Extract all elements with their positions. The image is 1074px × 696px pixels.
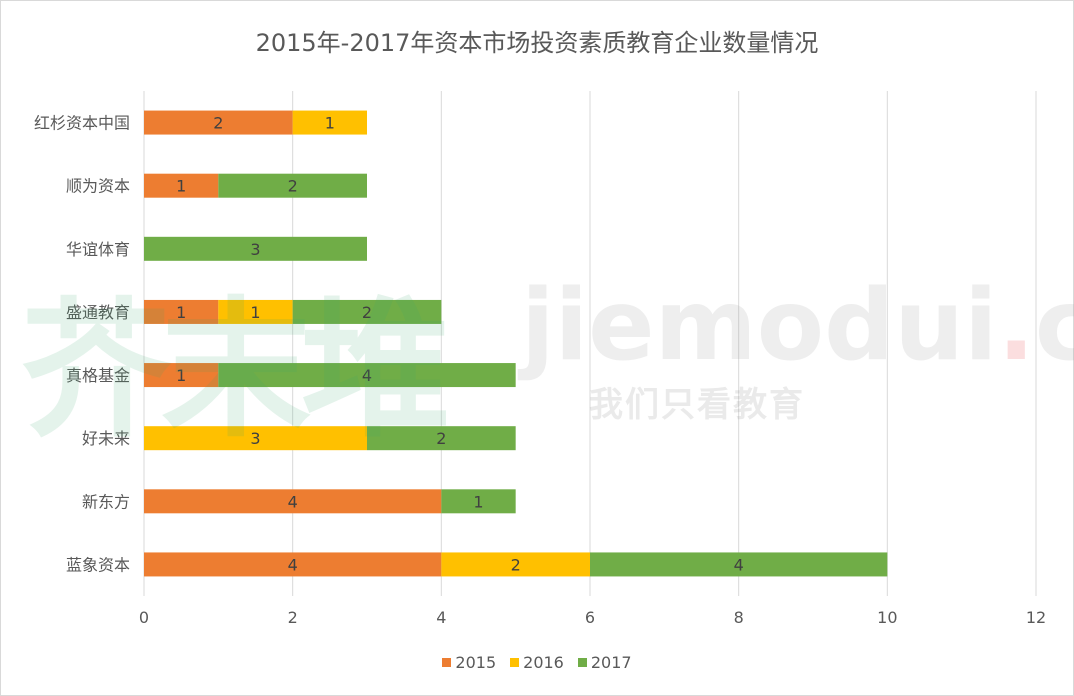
data-label-0-1: 1 [325,114,335,133]
bar-0-1 [292,110,367,135]
category-label-3: 盛通教育 [66,303,130,322]
x-tick-label-5: 10 [877,608,897,627]
category-label-5: 好未来 [82,429,130,448]
x-tick-label-3: 6 [585,608,595,627]
data-label-3-1: 1 [250,303,260,322]
bar-3-2 [292,299,442,324]
data-label-2-2: 3 [250,240,260,259]
x-tick-label-6: 12 [1026,608,1046,627]
category-label-2: 华谊体育 [66,240,130,259]
data-label-7-2: 4 [734,555,744,574]
legend-item-1: 2016 [510,653,564,672]
bar-2-2 [144,236,367,261]
legend-swatch-2 [577,658,587,667]
x-tick-label-2: 4 [436,608,446,627]
data-label-4-2: 4 [362,366,372,385]
legend-label-2: 2017 [590,653,632,672]
category-label-4: 真格基金 [66,366,130,385]
legend-item-0: 2015 [442,653,496,672]
data-label-6-0: 4 [288,492,298,511]
bar-1-2 [218,173,367,198]
category-label-7: 蓝象资本 [66,555,130,574]
category-label-1: 顺为资本 [66,177,130,196]
legend-label-0: 2015 [455,653,497,672]
data-label-1-2: 2 [288,177,298,196]
data-label-3-2: 2 [362,303,372,322]
x-tick-label-0: 0 [139,608,149,627]
data-label-3-0: 1 [176,303,186,322]
data-label-6-2: 1 [473,492,483,511]
bar-3-0 [144,299,219,324]
bar-3-1 [218,299,293,324]
legend-swatch-1 [510,658,520,667]
data-label-4-0: 1 [176,366,186,385]
bar-6-0 [144,489,442,514]
x-tick-label-4: 8 [734,608,744,627]
bar-4-0 [144,363,219,388]
bar-4-2 [218,363,516,388]
data-label-7-1: 2 [511,555,521,574]
bar-7-2 [590,552,888,577]
bar-5-1 [144,426,367,451]
legend-item-2: 2017 [577,653,632,672]
chart-title: 2015年-2017年资本市场投资素质教育企业数量情况 [255,29,819,57]
bar-5-2 [367,426,516,451]
data-label-0-0: 2 [213,114,223,133]
data-label-1-0: 1 [176,177,186,196]
bar-7-0 [144,552,442,577]
data-label-7-0: 4 [288,555,298,574]
bar-6-2 [441,489,516,514]
bar-7-1 [441,552,590,577]
chart-legend: 2015 2016 2017 [1,653,1073,672]
data-label-5-2: 2 [436,429,446,448]
x-tick-label-1: 2 [288,608,298,627]
data-label-5-1: 3 [250,429,260,448]
bar-1-0 [144,173,219,198]
legend-label-1: 2016 [523,653,564,672]
bar-0-0 [144,110,293,135]
category-label-6: 新东方 [82,492,130,511]
category-label-0: 红杉资本中国 [34,114,130,133]
legend-swatch-0 [442,658,452,667]
